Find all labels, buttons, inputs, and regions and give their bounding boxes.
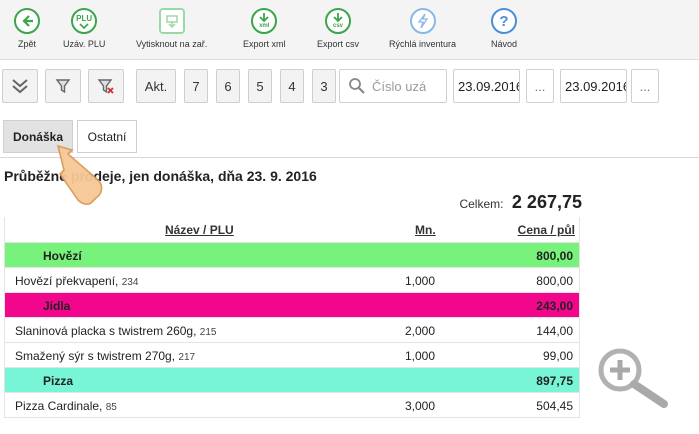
sales-table: Název / PLU Mn. Cena / půl Hovězí 800,00 H…	[4, 217, 580, 418]
question-icon: ?	[491, 8, 517, 34]
current-button[interactable]: Akt.	[136, 69, 176, 103]
date-to-picker-button[interactable]: ...	[631, 69, 659, 103]
item-name: Hovězí překvapení, 234	[15, 274, 139, 288]
back-label: Zpět	[17, 39, 36, 49]
tab-ostatni[interactable]: Ostatní	[77, 120, 137, 153]
item-plu: 234	[121, 277, 139, 288]
date-from-field[interactable]: 23.09.2016	[453, 69, 520, 103]
date-from-picker-button[interactable]: ...	[526, 69, 554, 103]
close-plu-label: Uzáv. PLU	[63, 39, 106, 49]
category-total: 243,00	[536, 299, 573, 313]
category-row: Hovězí 800,00	[5, 243, 579, 268]
report-total: Celkem: 2 267,75	[420, 192, 582, 213]
day-button-4[interactable]: 4	[280, 69, 304, 103]
column-header-price[interactable]: Cena / půl	[517, 223, 575, 237]
quick-inventory-label: Rýchlá inventura	[389, 39, 457, 49]
item-price: 144,00	[536, 324, 573, 338]
print-icon	[158, 8, 185, 34]
back-button[interactable]: Zpět	[14, 8, 40, 49]
item-qty: 1,000	[404, 349, 435, 363]
date-to-field[interactable]: 23.09.2016	[560, 69, 627, 103]
plu-icon: PLU	[71, 8, 98, 34]
expand-button[interactable]	[2, 69, 38, 103]
download-csv-icon: csv	[325, 8, 351, 34]
category-name: Jídla	[43, 299, 71, 313]
csv-icon-text: csv	[332, 23, 343, 29]
item-price: 99,00	[542, 349, 573, 363]
table-row: Slaninová placka s twistrem 260g, 215 2,0…	[5, 318, 579, 343]
item-plu: 217	[178, 352, 196, 363]
export-csv-label: Export csv	[317, 39, 360, 49]
total-label: Celkem:	[459, 197, 504, 211]
zoom-in-icon[interactable]	[596, 346, 672, 413]
column-header-qty[interactable]: Mn.	[415, 223, 436, 237]
search-placeholder: Číslo uzá	[372, 78, 427, 94]
search-input[interactable]: Číslo uzá	[339, 69, 447, 103]
filter-button[interactable]	[45, 69, 81, 103]
print-button[interactable]: Vytisknout na zař.	[136, 8, 207, 49]
double-chevron-down-icon	[12, 79, 28, 94]
table-row: Smažený sýr s twistrem 270g, 217 1,000 99,…	[5, 343, 579, 368]
category-name: Hovězí	[43, 249, 82, 263]
help-button[interactable]: ? Návod	[491, 8, 517, 49]
day-button-6[interactable]: 6	[216, 69, 240, 103]
download-xml-icon: xml	[251, 8, 278, 34]
export-xml-label: Export xml	[243, 39, 286, 49]
category-row: Jídla 243,00	[5, 293, 579, 318]
item-name: Pizza Cardinale, 85	[15, 399, 117, 413]
category-total: 800,00	[536, 249, 573, 263]
quick-inventory-button[interactable]: Rýchlá inventura	[389, 8, 456, 49]
item-plu: 215	[199, 327, 217, 338]
clear-filter-button[interactable]	[88, 69, 124, 103]
print-label: Vytisknout na zař.	[136, 39, 208, 49]
toolbar: Zpět PLU Uzáv. PLU Vytisknout na zař. xm…	[0, 0, 699, 60]
item-price: 800,00	[536, 274, 573, 288]
lightning-icon	[409, 8, 436, 34]
category-total: 897,75	[536, 374, 573, 388]
table-body: Hovězí 800,00 Hovězí překvapení, 234 1,000 8…	[5, 243, 579, 418]
day-button-5[interactable]: 5	[248, 69, 272, 103]
day-button-3[interactable]: 3	[312, 69, 336, 103]
day-button-7[interactable]: 7	[184, 69, 208, 103]
export-csv-button[interactable]: csv Export csv	[317, 8, 359, 49]
arrow-left-icon	[14, 8, 40, 34]
search-icon	[349, 78, 365, 94]
help-label: Návod	[491, 39, 518, 49]
plu-icon-text: PLU	[76, 13, 93, 23]
table-row: Pizza Cardinale, 85 3,000 504,45	[5, 393, 579, 418]
export-xml-button[interactable]: xml Export xml	[243, 8, 286, 49]
close-plu-button[interactable]: PLU Uzáv. PLU	[63, 8, 105, 49]
table-header: Název / PLU Mn. Cena / půl	[5, 217, 579, 243]
table-row: Hovězí překvapení, 234 1,000 800,00	[5, 268, 579, 293]
item-qty: 1,000	[404, 274, 435, 288]
item-plu: 85	[105, 402, 117, 413]
item-qty: 3,000	[404, 399, 435, 413]
total-value: 2 267,75	[511, 192, 582, 212]
xml-icon-text: xml	[259, 23, 270, 29]
funnel-icon	[55, 79, 71, 94]
column-header-name[interactable]: Název / PLU	[165, 223, 234, 237]
category-row: Pizza 897,75	[5, 368, 579, 393]
pointer-hand-icon	[52, 140, 114, 215]
item-name: Smažený sýr s twistrem 270g, 217	[15, 349, 196, 363]
item-qty: 2,000	[404, 324, 435, 338]
item-name: Slaninová placka s twistrem 260g, 215	[15, 324, 217, 338]
category-name: Pizza	[43, 374, 74, 388]
filter-bar: Akt. 7 6 5 4 3 Číslo uzá 23.09.2016 ... …	[0, 66, 699, 110]
funnel-clear-icon	[97, 79, 114, 94]
report-title: Průběžné prodeje, jen donáška, dňa 23. 9…	[4, 168, 317, 184]
item-price: 504,45	[536, 399, 573, 413]
